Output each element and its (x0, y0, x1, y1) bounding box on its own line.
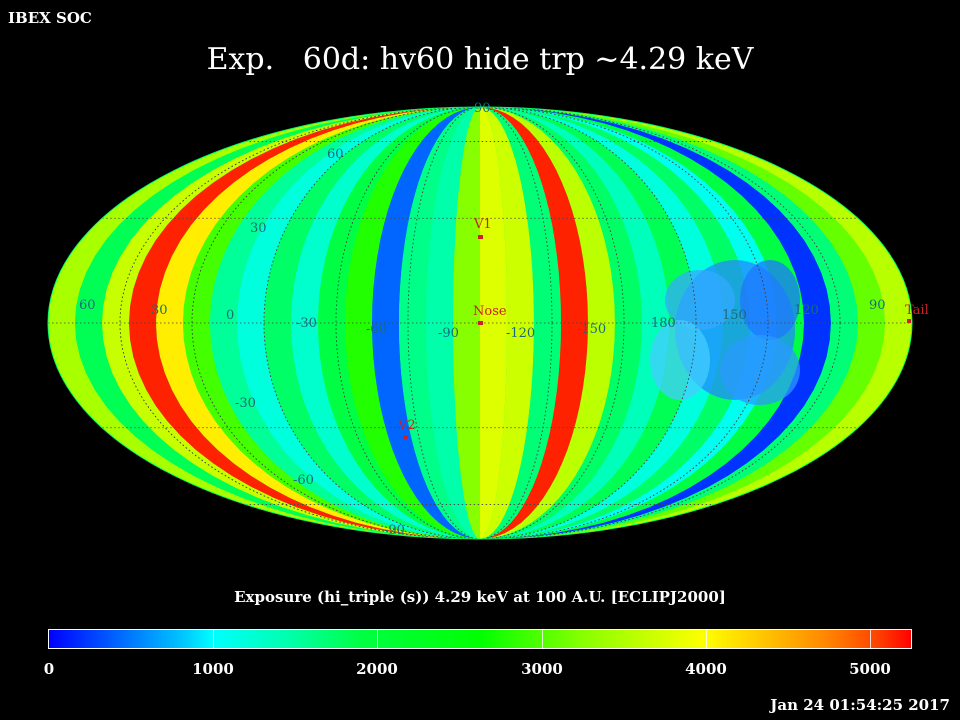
lon-label-90: 90 (869, 298, 886, 313)
colorbar-label-1000: 1000 (192, 660, 234, 678)
colorbar-tick (213, 630, 214, 648)
page-title: Exp. 60d: hv60 hide trp ~4.29 keV (206, 42, 754, 77)
colorbar-label-2000: 2000 (356, 660, 398, 678)
colorbar-title: Exposure (hi_triple (s)) 4.29 keV at 100… (234, 588, 726, 606)
marker-v2-label: V2 (397, 418, 416, 433)
colorbar (48, 629, 912, 649)
colorbar-tick (377, 630, 378, 648)
exposure-strip (480, 107, 642, 539)
colorbar-tick (706, 630, 707, 648)
lat-label-m60: -60 (293, 473, 314, 488)
colorbar-label-4000: 4000 (685, 660, 727, 678)
low-exposure-region (740, 260, 800, 340)
low-exposure-region (720, 335, 800, 405)
colorbar-tick (870, 630, 871, 648)
colorbar-tick (542, 630, 543, 648)
lat-label-30: 30 (250, 221, 267, 236)
lon-label-120: 120 (794, 303, 819, 318)
lon-label-m90: -90 (438, 326, 459, 341)
exposure-strip (345, 107, 480, 539)
longitude-gridline (407, 107, 553, 539)
exposure-strip (453, 107, 480, 539)
exposure-strip (291, 107, 480, 539)
exposure-strip (480, 107, 615, 539)
low-exposure-region (650, 320, 710, 400)
lon-label-30: 30 (151, 303, 168, 318)
lon-label-m60: -60 (366, 322, 387, 337)
exposure-strip (480, 107, 561, 539)
colorbar-label-5000: 5000 (849, 660, 891, 678)
exposure-strip (480, 107, 669, 539)
marker-nose: Nose (473, 304, 507, 325)
lat-label-60: 60 (327, 147, 344, 162)
marker-tail-label: Tail (905, 303, 929, 318)
marker-tail: Tail (905, 303, 929, 323)
marker-v1-label: V1 (473, 217, 492, 232)
lat-label-90: 90 (474, 101, 491, 116)
lat-label-m30: -30 (235, 396, 256, 411)
longitude-gridline (263, 107, 697, 539)
exposure-strip (480, 107, 588, 539)
longitude-gridline (191, 107, 769, 539)
lon-label-m150: -150 (577, 322, 606, 337)
exposure-strip (372, 107, 480, 539)
map-outline (47, 106, 913, 540)
lon-label-60: 60 (79, 298, 96, 313)
timestamp: Jan 24 01:54:25 2017 (770, 696, 950, 714)
marker-v1: V1 (473, 217, 492, 239)
colorbar-label-0: 0 (43, 660, 55, 678)
lon-label-150: 150 (722, 308, 747, 323)
org-label: IBEX SOC (8, 9, 92, 27)
colorbar-label-3000: 3000 (521, 660, 563, 678)
exposure-strip (318, 107, 480, 539)
longitude-gridline (335, 107, 625, 539)
exposure-strip (399, 107, 480, 539)
lon-label-0: 0 (226, 308, 234, 323)
low-exposure-region (665, 270, 735, 330)
longitude-gridline (119, 107, 841, 539)
lon-label-m120: -120 (506, 326, 535, 341)
lon-label-m30: -30 (296, 316, 317, 331)
exposure-strip (480, 107, 534, 539)
marker-nose-label: Nose (473, 304, 507, 319)
lon-label-180: 180 (651, 316, 676, 331)
marker-v2: V2 (397, 418, 416, 439)
